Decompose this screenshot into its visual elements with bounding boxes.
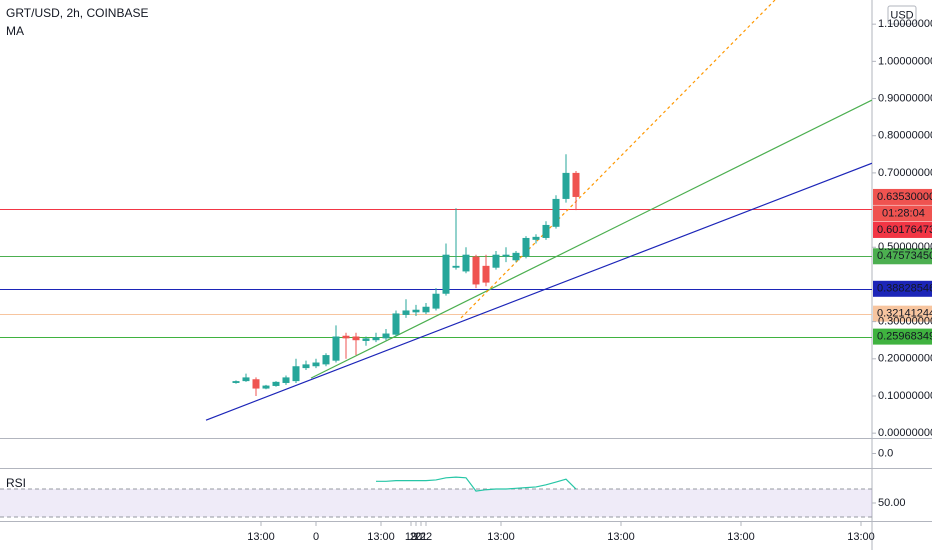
- candle-body: [572, 172, 580, 197]
- candle-body: [562, 172, 570, 199]
- y-tick-label: 0.90000000: [878, 92, 932, 104]
- candle-body: [362, 338, 370, 341]
- price-label: 0.47573450: [877, 250, 932, 262]
- x-tick-label: 0: [313, 531, 319, 543]
- candle-body: [332, 336, 340, 361]
- candle-body: [492, 254, 500, 268]
- y-tick-label: 0.10000000: [878, 390, 932, 402]
- chart-title: GRT/USD, 2h, COINBASE: [6, 6, 148, 20]
- x-tick-label: 13:00: [367, 531, 395, 543]
- price-label: 0.32141244: [877, 308, 932, 320]
- candle-body: [242, 377, 250, 382]
- y-tick-label: 0.70000000: [878, 167, 932, 179]
- candle-body: [352, 336, 360, 341]
- candle-body: [382, 333, 390, 339]
- main-pane: [0, 0, 872, 421]
- countdown-bg: [873, 205, 932, 222]
- candle-body: [292, 366, 300, 382]
- price-label-bg: [873, 248, 932, 265]
- candle-body: [452, 265, 460, 268]
- y-tick-label: 1.00000000: [878, 55, 932, 67]
- trend-line: [310, 99, 872, 379]
- candle-body: [272, 381, 280, 386]
- price-label: 0.25968349: [877, 331, 932, 343]
- y-tick-label: 50.00: [878, 497, 906, 509]
- candle-body: [432, 293, 440, 309]
- x-tick-label: 21: [415, 531, 427, 543]
- y-tick-label: 0.0: [878, 447, 893, 459]
- candle-body: [232, 381, 240, 383]
- x-tick-label: 20: [410, 531, 422, 543]
- candle-body: [402, 310, 410, 315]
- candle-body: [322, 355, 330, 365]
- candle-body: [342, 335, 350, 339]
- currency-label[interactable]: USD: [890, 9, 913, 21]
- candle-body: [552, 198, 560, 227]
- candle-body: [422, 306, 430, 313]
- price-label: 0.63530000: [877, 191, 932, 203]
- x-tick-label: 13:00: [847, 531, 875, 543]
- overlay: 0.6353000001:28:040.601764730.475734500.…: [873, 188, 932, 345]
- candle-body: [442, 254, 450, 294]
- y-tick-label: 0.30000000: [878, 316, 932, 328]
- price-label: 0.60176473: [877, 224, 932, 236]
- x-tick-label: 19: [405, 531, 417, 543]
- candle-body: [262, 385, 270, 389]
- candle-body: [392, 313, 400, 335]
- x-tick-label: 13:00: [727, 531, 755, 543]
- candle-body: [482, 265, 490, 283]
- countdown-label: 01:28:04: [882, 207, 925, 219]
- candle-body: [522, 237, 530, 257]
- candle-body: [252, 379, 260, 389]
- currency-button[interactable]: [887, 5, 917, 25]
- y-tick-label: 0.20000000: [878, 353, 932, 365]
- x-tick-label: 13:00: [247, 531, 275, 543]
- price-label-bg: [873, 280, 932, 297]
- trend-line: [460, 0, 776, 319]
- price-label-bg: [873, 188, 932, 205]
- candle-body: [372, 337, 380, 341]
- y-tick-label: 0.00000000: [878, 427, 932, 439]
- x-tick-label: 22: [420, 531, 432, 543]
- candle-body: [412, 309, 420, 313]
- candle-body: [532, 236, 540, 240]
- trend-line: [205, 162, 872, 421]
- x-tick-label: 13:00: [607, 531, 635, 543]
- price-label-bg: [873, 328, 932, 345]
- candle-body: [512, 252, 520, 261]
- candle-body: [502, 254, 510, 257]
- indicator-label: MA: [6, 24, 24, 38]
- rsi-line: [376, 476, 577, 492]
- y-tick-label: 1.10000000: [878, 18, 932, 30]
- price-label-bg: [873, 221, 932, 238]
- price-label-bg: [873, 305, 932, 322]
- y-tick-label: 0.50000000: [878, 241, 932, 253]
- candle-body: [472, 256, 480, 285]
- candle-body: [542, 224, 550, 238]
- candle-body: [462, 254, 470, 272]
- rsi-title: RSI: [6, 476, 26, 490]
- y-tick-label: 0.80000000: [878, 130, 932, 142]
- x-tick-label: 13:00: [487, 531, 515, 543]
- candle-body: [282, 377, 290, 383]
- candle-body: [312, 362, 320, 367]
- candle-body: [302, 364, 310, 369]
- rsi-band: [0, 489, 872, 518]
- price-label: 0.38828546: [877, 283, 932, 295]
